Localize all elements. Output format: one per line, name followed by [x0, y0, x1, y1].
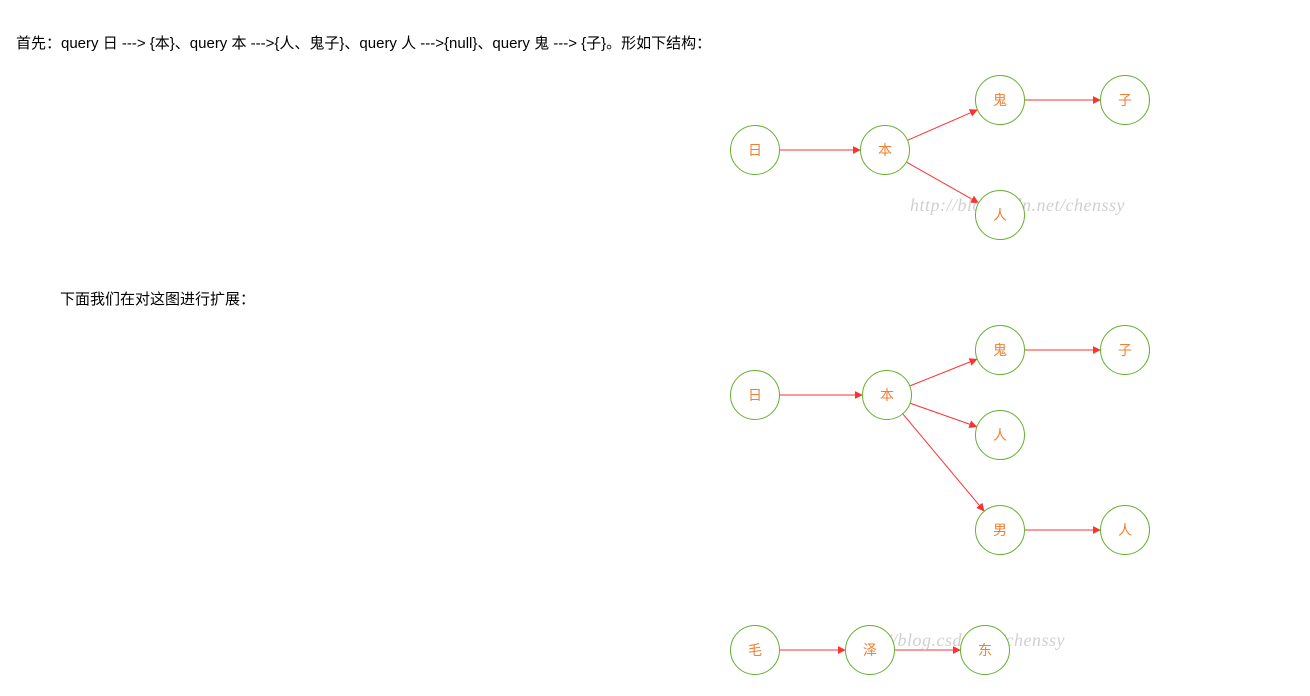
node-nan: 男: [975, 505, 1025, 555]
node-ren: 人: [975, 190, 1025, 240]
node-mao: 毛: [730, 625, 780, 675]
edge-ben-gui: [908, 110, 977, 140]
node-dong: 东: [960, 625, 1010, 675]
node-gui: 鬼: [975, 325, 1025, 375]
node-zi: 子: [1100, 325, 1150, 375]
node-ri: 日: [730, 370, 780, 420]
edge-ben-ren1: [911, 403, 977, 426]
tree-diagram-1: http://blog.csdn.net/chenssy日本鬼子人: [700, 55, 1240, 235]
node-gui: 鬼: [975, 75, 1025, 125]
node-ze: 泽: [845, 625, 895, 675]
edge-ben-nan: [903, 414, 984, 511]
tree-diagram-2: http://blog.csdn.net/chenssy日本鬼子人男人毛泽东: [700, 310, 1240, 690]
node-ren2: 人: [1100, 505, 1150, 555]
node-ren1: 人: [975, 410, 1025, 460]
paragraph-2: 下面我们在对这图进行扩展：: [60, 288, 255, 309]
edge-ben-gui: [910, 359, 977, 386]
node-ben: 本: [862, 370, 912, 420]
node-ben: 本: [860, 125, 910, 175]
paragraph-1: 首先：query 日 ---> {本}、query 本 --->{人、鬼子}、q…: [16, 32, 711, 53]
node-ri: 日: [730, 125, 780, 175]
node-zi: 子: [1100, 75, 1150, 125]
